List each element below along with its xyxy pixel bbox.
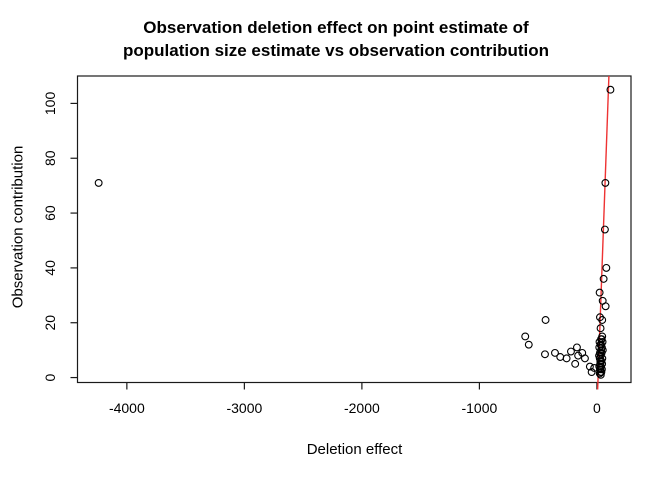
x-tick-label: 0 [593, 400, 601, 416]
data-point [574, 351, 583, 360]
x-tick-label: -1000 [461, 400, 497, 416]
data-point [562, 354, 571, 363]
chart-title-line1: Observation deletion effect on point est… [143, 18, 529, 37]
y-tick-label: 40 [42, 260, 58, 276]
y-axis-label: Observation contribution [9, 145, 27, 309]
data-point [595, 369, 604, 378]
data-point [524, 340, 533, 349]
data-point [601, 302, 610, 311]
data-point [580, 354, 589, 363]
data-point [566, 347, 575, 356]
data-point [541, 350, 549, 359]
data-point [556, 353, 565, 361]
data-point [601, 178, 610, 187]
data-point [94, 178, 103, 187]
data-point [587, 368, 596, 377]
data-point [596, 324, 605, 333]
plot-box [76, 75, 632, 384]
y-tick-label: 80 [42, 150, 58, 166]
y-tick-label: 100 [42, 92, 58, 116]
chart-title: Observation deletion effect on point est… [0, 17, 672, 62]
y-tick-label: 60 [42, 205, 58, 221]
x-tick-label: -4000 [109, 400, 145, 416]
data-point [602, 263, 611, 272]
data-point [598, 316, 607, 324]
data-point [599, 274, 608, 283]
y-tick-label: 20 [42, 315, 58, 331]
data-point [585, 362, 594, 371]
data-point [551, 348, 559, 357]
data-point [600, 225, 609, 234]
x-axis-label: Deletion effect [306, 441, 403, 458]
data-point [595, 288, 604, 297]
data-point [572, 343, 581, 352]
y-tick-label: 0 [42, 373, 58, 381]
x-tick-label: -3000 [226, 400, 262, 416]
data-point [571, 359, 580, 368]
data-point [521, 332, 530, 341]
x-tick-label: -2000 [344, 400, 380, 416]
data-point [596, 370, 605, 379]
data-point [541, 316, 550, 324]
chart-title-line2: population size estimate vs observation … [122, 40, 549, 60]
data-point [606, 85, 615, 94]
